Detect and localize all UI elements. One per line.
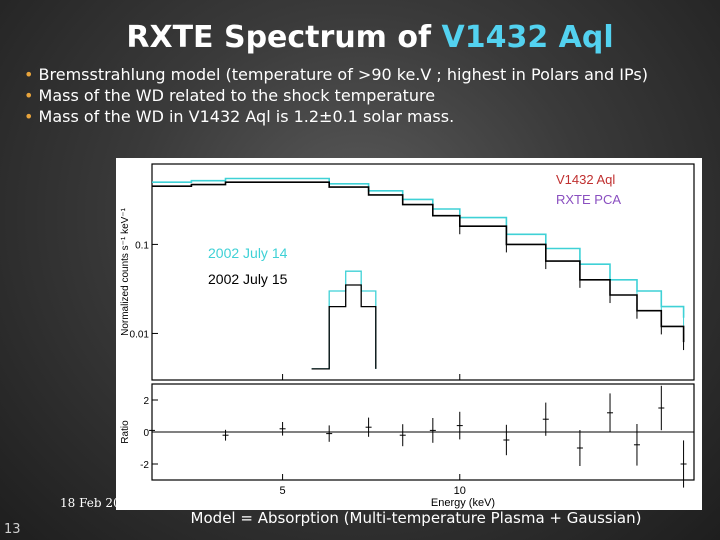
title-main: RXTE Spectrum of [126, 20, 442, 55]
x-tick-label: 10 [454, 485, 466, 497]
spectrum-chart: 5 10 0.1 0.01 2 0 -2 Normalized counts s⁻¹ keV⁻… [120, 163, 695, 509]
legend-entry: 2002 July 14 [208, 245, 288, 261]
bullet-text: Bremsstrahlung model (temperature of >90… [33, 65, 648, 84]
x-tick-label: 5 [280, 485, 286, 497]
source-label: V1432 Aql [556, 172, 615, 187]
y-axis-label: Normalized counts s⁻¹ keV⁻¹ [120, 207, 131, 335]
ratio-y-tick-label: 2 [143, 396, 149, 407]
bullet-list: • Bremsstrahlung model (temperature of >… [24, 64, 714, 127]
slide-title: RXTE Spectrum of V1432 Aql [0, 20, 720, 55]
series-line [311, 270, 377, 370]
y-tick-label: 0.1 [135, 240, 149, 251]
series-line [311, 284, 377, 370]
bullet-text: Mass of the WD related to the shock temp… [33, 86, 436, 105]
slide-number: 13 [4, 522, 21, 537]
source-label: RXTE PCA [556, 192, 621, 207]
bullet-marker: • [24, 65, 34, 84]
spectrum-plot: 5 10 0.1 0.01 2 0 -2 Normalized counts s⁻¹ keV⁻… [116, 158, 702, 510]
bullet-item: • Bremsstrahlung model (temperature of >… [24, 64, 714, 85]
bullet-item: • Mass of the WD in V1432 Aql is 1.2±0.1… [24, 106, 714, 127]
x-axis-label: Energy (keV) [431, 497, 495, 509]
bullet-item: • Mass of the WD related to the shock te… [24, 85, 714, 106]
y-tick-label: 0.01 [130, 329, 150, 340]
bullet-text: Mass of the WD in V1432 Aql is 1.2±0.1 s… [33, 107, 455, 126]
legend-entry: 2002 July 15 [208, 271, 288, 287]
main-panel-frame [151, 163, 695, 381]
ratio-axis-label: Ratio [120, 420, 131, 444]
slide-date: 18 Feb 20 [60, 496, 116, 510]
ratio-y-tick-label: -2 [140, 460, 149, 471]
bullet-marker: • [24, 86, 34, 105]
ratio-y-tick-label: 0 [143, 428, 149, 439]
model-caption: Model = Absorption (Multi-temperature Pl… [190, 509, 642, 527]
title-highlight: V1432 Aql [441, 20, 614, 55]
bullet-marker: • [24, 107, 34, 126]
